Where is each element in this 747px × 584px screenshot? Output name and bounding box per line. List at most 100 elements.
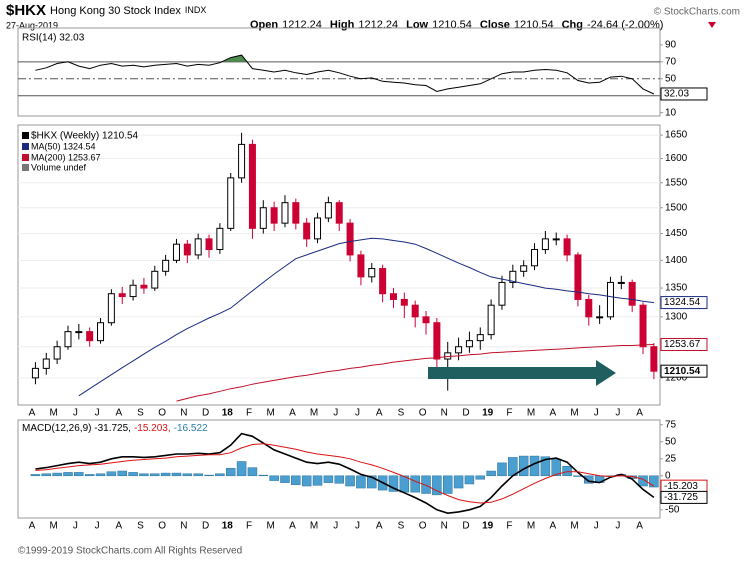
histogram-bar <box>247 467 258 477</box>
histogram-bar <box>204 474 214 477</box>
x-tick-label: S <box>398 408 405 419</box>
candle-body <box>455 346 463 354</box>
x-tick-label: M <box>50 521 58 532</box>
x-tick-label: A <box>289 408 296 419</box>
candle-body <box>303 222 311 240</box>
quote-value: 1210.54 <box>514 19 554 31</box>
y-tick-label: 1500 <box>665 202 688 213</box>
x-tick-label: D <box>462 521 469 532</box>
histogram-bar <box>388 475 399 492</box>
x-tick-label: A <box>115 408 122 419</box>
histogram-bar <box>356 475 366 489</box>
candle-body <box>151 270 159 289</box>
macd-line <box>35 432 655 515</box>
histogram-bar <box>236 461 247 477</box>
candle-body <box>498 281 506 306</box>
histogram-bar <box>160 472 171 477</box>
legend-item: $HKX (Weekly) 1210.54 <box>31 131 139 142</box>
panel-frame <box>17 419 661 519</box>
x-tick-label: N <box>441 521 448 532</box>
value-box-label: 1210.54 <box>664 366 701 377</box>
footer: ©1999-2019 StockCharts.com All Rights Re… <box>18 546 242 557</box>
histogram-bar <box>171 472 182 477</box>
candle-body <box>433 322 441 360</box>
x-tick-label: 18 <box>222 521 234 532</box>
candle-body <box>324 202 332 219</box>
y-tick-label: 1400 <box>665 255 688 266</box>
x-tick-label: 19 <box>482 408 494 419</box>
candle-body <box>628 281 636 306</box>
x-tick-label: M <box>527 521 535 532</box>
histogram-bar <box>128 472 138 477</box>
annotation-arrow <box>428 360 616 386</box>
candle-body <box>574 254 582 300</box>
histogram-bar <box>269 475 279 481</box>
histogram-bar <box>562 466 572 477</box>
x-tick-label: A <box>289 521 296 532</box>
histogram-bar <box>584 475 594 484</box>
histogram-bar <box>638 475 648 487</box>
candle-body <box>140 284 148 289</box>
x-tick-label: J <box>73 408 78 419</box>
x-tick-label: M <box>267 408 275 419</box>
value-box-label: -15.203 <box>664 481 698 492</box>
histogram-bar <box>215 473 225 477</box>
candle-body <box>129 284 137 298</box>
histogram-bar <box>334 475 344 484</box>
quote-value: 1210.54 <box>432 19 472 31</box>
value-box-label: 32.03 <box>664 89 689 100</box>
histogram-bar <box>551 459 561 477</box>
candle-body <box>379 268 387 295</box>
rsi-line <box>35 54 655 95</box>
x-tick-label: A <box>115 521 122 532</box>
x-tick-label: J <box>95 408 100 419</box>
x-tick-label: N <box>180 408 187 419</box>
x-tick-label: J <box>594 408 599 419</box>
x-tick-label: S <box>137 408 144 419</box>
panel-frame <box>17 27 661 117</box>
histogram-bar <box>150 473 160 477</box>
quote-value: 1212.24 <box>358 19 398 31</box>
x-tick-label: S <box>137 521 144 532</box>
value-box <box>660 337 708 351</box>
histogram-bar <box>117 470 127 477</box>
y-tick-label: -50 <box>665 504 680 515</box>
candle-body <box>487 304 495 336</box>
candle-body <box>422 316 430 324</box>
candle-body <box>259 207 267 229</box>
macd-title-part: -15.203, <box>134 423 171 434</box>
x-tick-label: F <box>246 408 252 419</box>
x-tick-label: M <box>570 408 578 419</box>
histogram-bar <box>518 455 529 477</box>
candle-body <box>64 331 72 348</box>
x-tick-label: D <box>462 408 469 419</box>
candle-body <box>183 243 191 256</box>
x-tick-label: O <box>158 521 166 532</box>
exchange: INDX <box>185 5 207 15</box>
candle-body <box>292 202 300 224</box>
x-tick-label: M <box>527 408 535 419</box>
candle-body <box>368 268 376 278</box>
x-tick-label: A <box>376 521 383 532</box>
x-tick-label: J <box>73 521 78 532</box>
x-tick-label: J <box>333 521 338 532</box>
candle-body <box>97 322 105 342</box>
candle-body <box>270 207 278 224</box>
macd-title: MACD(12,26,9) -31.725, -15.203, -16.522 <box>22 423 208 434</box>
y-tick-label: 1300 <box>665 311 688 322</box>
histogram-bar <box>345 475 355 487</box>
histogram-bar <box>258 474 269 477</box>
histogram-bar <box>410 475 420 493</box>
histogram-bar <box>41 473 52 477</box>
overbought-fill <box>67 55 247 62</box>
candle-body <box>531 249 539 267</box>
candle-body <box>650 346 658 372</box>
y-tick-label: 0 <box>665 470 671 481</box>
value-box-label: 1253.67 <box>664 339 701 350</box>
candle-body <box>606 281 614 318</box>
legend-item: MA(200) 1253.67 <box>31 152 101 162</box>
candle-body <box>205 238 213 251</box>
candle-body <box>75 331 83 334</box>
quote-value: -24.64 (-2.00%) <box>587 19 663 31</box>
x-tick-label: J <box>95 521 100 532</box>
